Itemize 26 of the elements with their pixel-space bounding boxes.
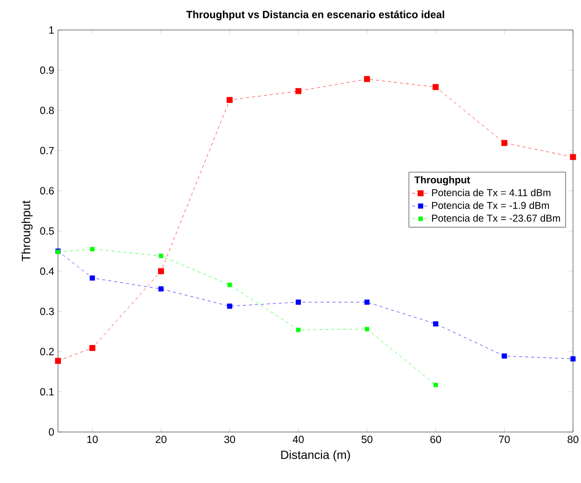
x-tick-label: 10 [87,436,98,444]
y-tick-label: 0.1 [40,388,54,396]
y-tick-label: 0.6 [40,187,54,195]
y-tick-label: 1 [49,26,54,34]
y-tick-label: 0.8 [40,106,54,114]
chart-title: Throughput vs Distancia en escenario estático ideal [186,10,444,20]
x-tick-label: 50 [362,436,372,444]
y-axis-title: Throughput [21,200,33,262]
legend-label: Potencia de Tx = -1.9 dBm [432,202,549,209]
y-tick-label: 0.9 [40,66,54,74]
legend-title: Throughput [414,176,470,186]
x-tick-label: 80 [568,436,578,444]
y-tick-label: 0.3 [40,308,54,316]
y-tick-label: 0.2 [40,348,54,356]
x-tick-label: 30 [224,436,236,444]
x-axis-title: Distancia (m) [281,450,350,462]
y-tick-label: 0.7 [40,146,54,154]
x-tick-label: 70 [499,436,510,444]
y-tick-label: 0.5 [40,227,54,235]
x-tick-label: 20 [156,436,166,444]
legend-label: Potencia de Tx = 4.11 dBm [432,188,550,196]
y-tick-label: 0 [48,428,54,436]
legend-label: Potencia de Tx = -23.67 dBm [432,214,560,222]
y-tick-label: 0.4 [40,268,54,275]
x-tick-label: 60 [430,436,442,444]
x-tick-label: 40 [292,436,304,444]
